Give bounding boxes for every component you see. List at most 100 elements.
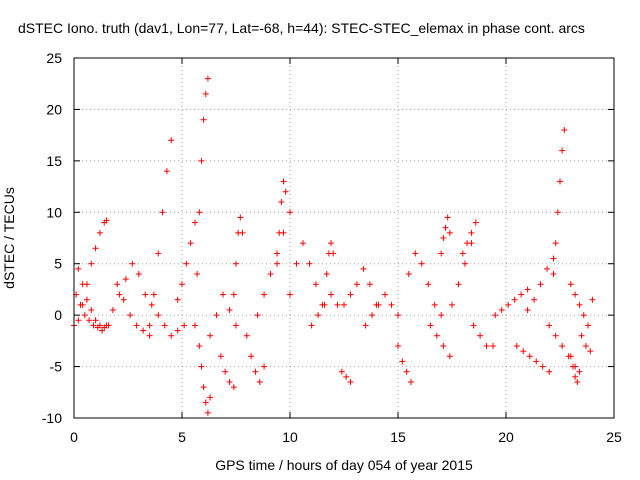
data-point <box>155 250 162 257</box>
data-point <box>490 343 497 349</box>
data-point <box>585 322 592 329</box>
data-point <box>388 301 395 308</box>
data-point <box>103 322 110 329</box>
data-point <box>427 322 434 329</box>
data-point <box>267 271 274 277</box>
data-point <box>150 291 157 298</box>
data-point <box>366 281 373 288</box>
data-point <box>140 327 147 334</box>
data-point <box>550 255 557 262</box>
data-point <box>96 229 103 236</box>
data-point <box>191 219 198 226</box>
data-point <box>455 281 462 288</box>
data-point <box>360 265 367 272</box>
data-point <box>120 296 127 303</box>
data-point <box>204 409 211 416</box>
data-point <box>330 250 337 257</box>
data-point <box>92 245 99 252</box>
y-tick-label: -5 <box>50 359 63 375</box>
data-point <box>347 379 354 385</box>
data-point <box>539 363 546 370</box>
data-point <box>446 353 453 360</box>
data-point <box>204 75 211 82</box>
data-point <box>168 332 175 339</box>
data-point <box>287 209 293 216</box>
data-point <box>75 317 82 324</box>
data-point <box>129 260 136 267</box>
data-point <box>498 307 505 313</box>
x-tick-label: 10 <box>282 429 298 445</box>
plot-frame <box>73 57 615 419</box>
data-point <box>315 312 322 319</box>
data-point <box>582 343 589 349</box>
data-point <box>343 373 350 380</box>
data-point <box>135 271 142 277</box>
data-point <box>222 368 229 375</box>
data-point <box>163 168 170 175</box>
data-point <box>168 137 175 144</box>
y-axis-label: dSTEC / TECUs <box>1 187 17 289</box>
data-point <box>574 379 581 385</box>
data-point <box>122 276 129 283</box>
data-point <box>580 312 587 319</box>
data-point <box>554 209 561 216</box>
data-point <box>280 178 287 185</box>
data-point <box>567 281 574 288</box>
data-point <box>440 343 447 349</box>
x-tick-label: 20 <box>498 429 514 445</box>
data-point <box>438 312 445 319</box>
data-point <box>109 307 116 313</box>
data-point <box>233 260 239 267</box>
data-point <box>323 271 330 277</box>
axis-ticks <box>73 57 615 419</box>
data-point <box>83 296 90 303</box>
data-point <box>213 312 220 319</box>
data-point <box>237 214 244 221</box>
x-tick-label: 5 <box>178 429 186 445</box>
data-point <box>146 322 153 329</box>
data-point <box>524 286 531 293</box>
y-tick-label: 10 <box>46 204 62 220</box>
x-axis-label: GPS time / hours of day 054 of year 2015 <box>215 457 473 473</box>
data-point <box>148 301 155 308</box>
data-point <box>559 343 566 349</box>
data-point <box>531 296 538 303</box>
data-point <box>440 235 447 241</box>
data-point <box>576 301 583 308</box>
data-point <box>92 317 99 324</box>
data-point <box>589 296 596 303</box>
data-point <box>99 327 106 334</box>
data-point <box>287 291 293 298</box>
data-point <box>353 281 360 288</box>
x-tick-labels: 0 5 10 15 20 25 <box>70 429 622 445</box>
data-point <box>511 296 518 303</box>
data-point <box>382 291 389 298</box>
data-point <box>256 379 263 385</box>
data-point <box>399 358 406 365</box>
data-point <box>161 322 168 329</box>
data-point <box>418 260 425 267</box>
data-point <box>191 322 198 329</box>
data-point <box>505 301 512 308</box>
data-point <box>90 322 97 329</box>
grid-lines <box>74 58 614 418</box>
data-point <box>293 260 300 267</box>
y-tick-label: 25 <box>46 50 62 66</box>
data-point <box>217 353 224 360</box>
data-point <box>546 322 553 329</box>
data-point <box>183 260 190 267</box>
data-point <box>550 271 557 277</box>
data-point <box>546 368 553 375</box>
data-point <box>308 322 315 329</box>
y-tick-label: 20 <box>46 101 62 117</box>
data-point <box>306 260 313 267</box>
data-point <box>477 332 484 339</box>
data-point <box>114 281 121 288</box>
data-point <box>194 271 201 277</box>
data-point <box>572 373 579 380</box>
data-point <box>442 224 449 231</box>
data-point <box>459 250 466 257</box>
data-point <box>75 265 82 272</box>
data-point <box>338 368 345 375</box>
